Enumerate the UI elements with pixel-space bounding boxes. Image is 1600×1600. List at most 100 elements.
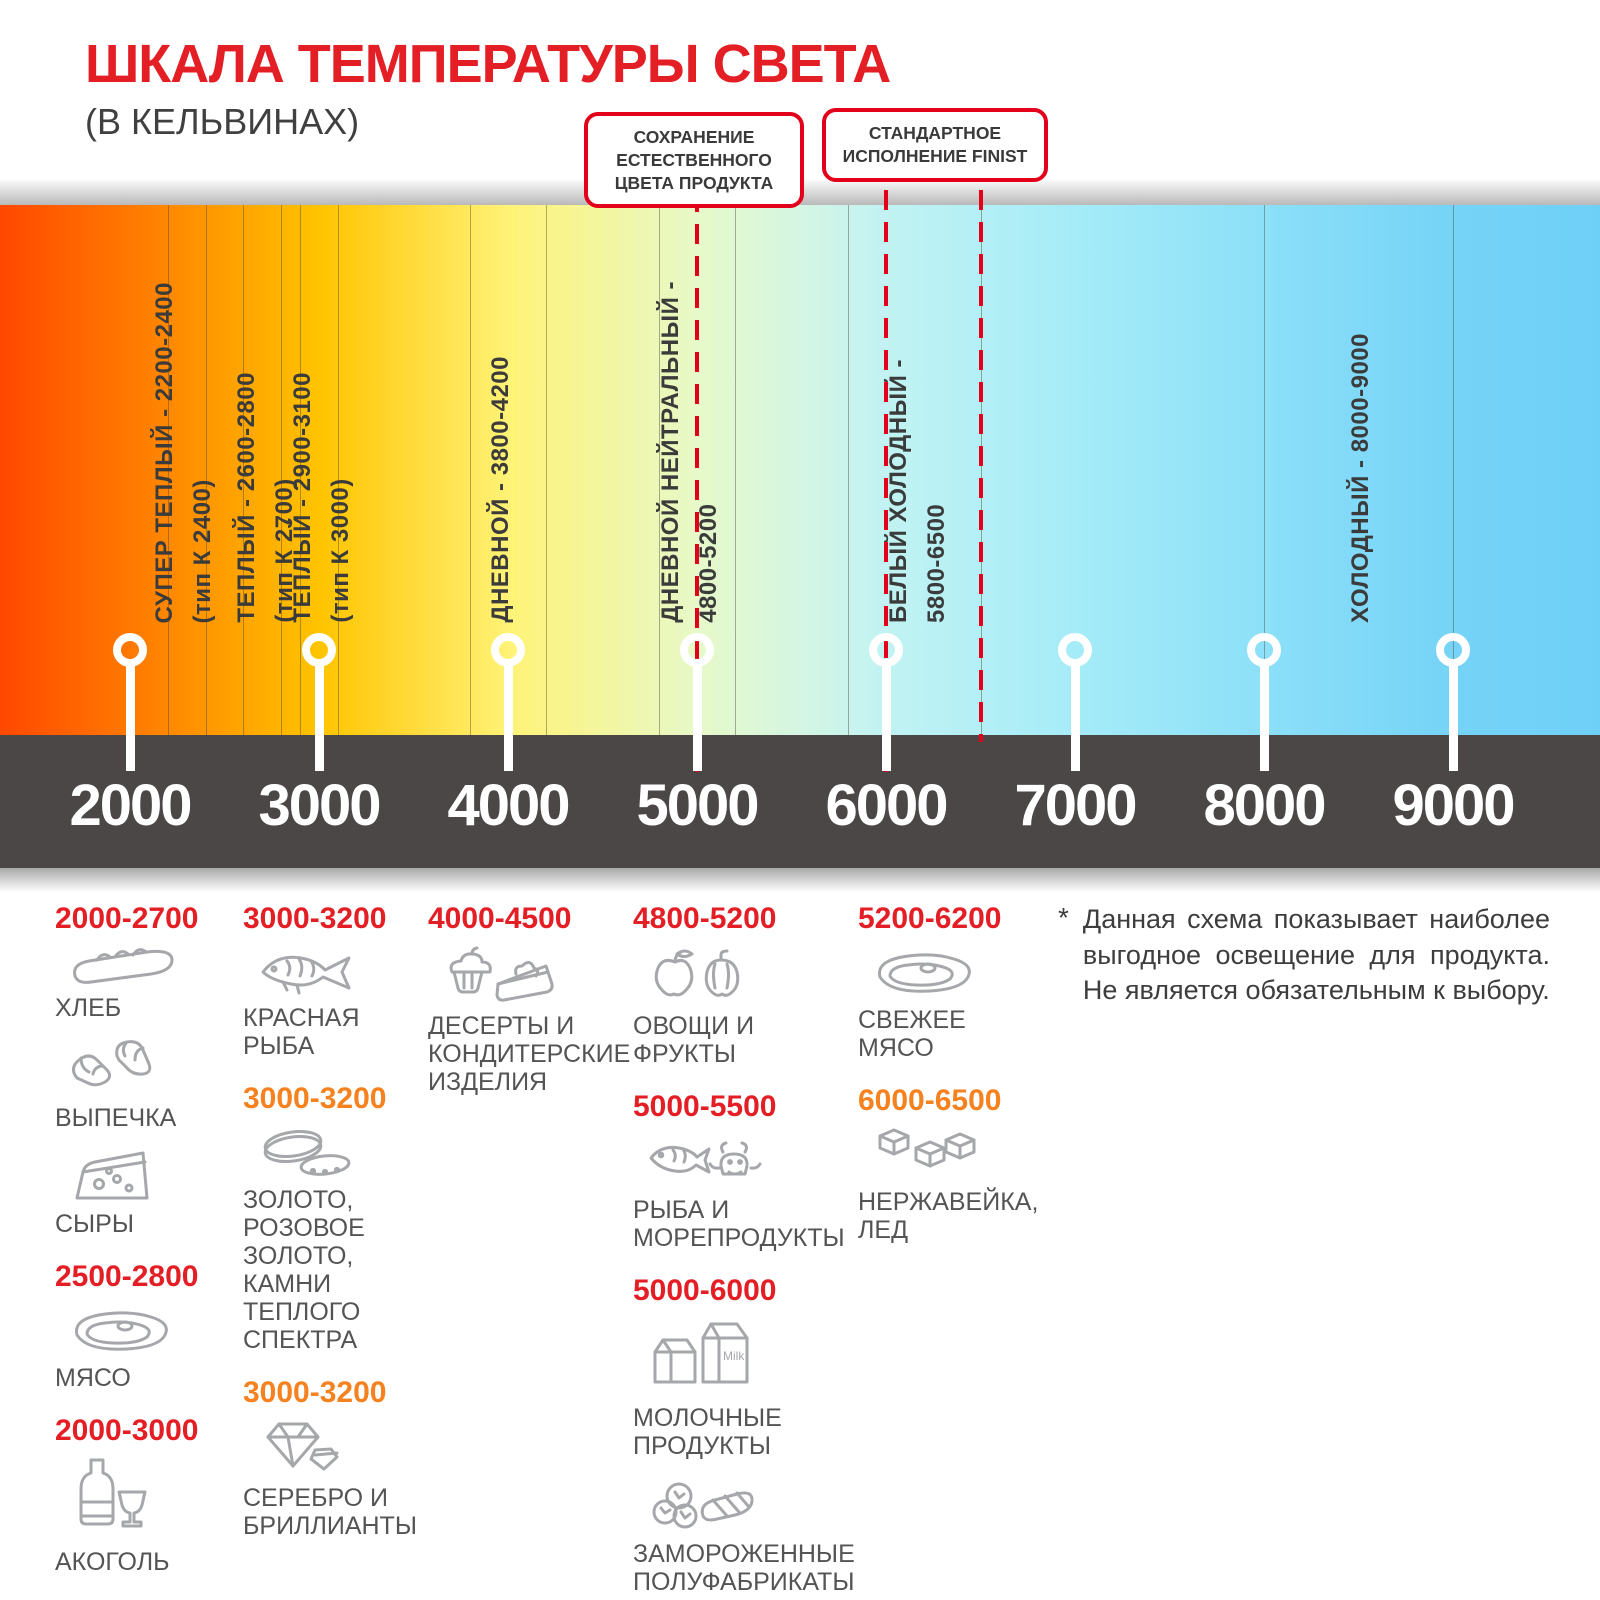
svg-text:Milk: Milk <box>723 1349 745 1363</box>
callout-standard-finist-text: СТАНДАРТНОЕ ИСПОЛНЕНИЕ FINIST <box>842 123 1028 166</box>
footnote: * Данная схема показывает наиболее выгод… <box>1058 902 1550 1009</box>
legend-group: 2000-3000 АКОГОЛЬ <box>55 1414 235 1576</box>
legend-item: ДЕСЕРТЫ И КОНДИТЕРСКИЕ ИЗДЕЛИЯ <box>428 944 638 1096</box>
axis-tick-label: 8000 <box>1203 773 1326 838</box>
footnote-asterisk: * <box>1058 902 1069 933</box>
frozen-icon <box>633 1474 923 1534</box>
legend-column-3: 4000-4500 ДЕСЕРТЫ И КОНДИТЕРСКИЕ ИЗДЕЛИЯ <box>428 902 638 1118</box>
axis-tick-label: 3000 <box>258 773 381 838</box>
callout-natural-color: СОХРАНЕНИЕ ЕСТЕСТВЕННОГО ЦВЕТА ПРОДУКТА <box>584 112 804 209</box>
legend-item: ЗАМОРОЖЕННЫЕ ПОЛУФАБРИКАТЫ <box>633 1474 923 1596</box>
legend-group: 4000-4500 ДЕСЕРТЫ И КОНДИТЕРСКИЕ ИЗДЕЛИЯ <box>428 902 638 1096</box>
zone-boundary-line <box>1453 205 1454 735</box>
marker-stem <box>315 663 324 771</box>
zone-label: ДНЕВНОЙ НЕЙТРАЛЬНЫЙ -4800-5200 <box>652 281 728 623</box>
bottom-shadow-strip <box>0 868 1600 892</box>
zone-boundary-line <box>281 205 283 735</box>
zone-label: ХОЛОДНЫЙ - 8000-9000 <box>1342 333 1380 623</box>
croissant-icon <box>55 1036 235 1098</box>
legend-item-label: ОВОЩИ И ФРУКТЫ <box>633 1012 755 1068</box>
legend-group: 3000-3200 КРАСНАЯ РЫБА <box>243 902 453 1060</box>
legend-range: 3000-3200 <box>243 902 387 935</box>
legend-group: 2500-2800 МЯСО <box>55 1260 235 1392</box>
desserts-icon <box>428 944 638 1006</box>
legend-item: КРАСНАЯ РЫБА <box>243 944 453 1060</box>
zone-boundary-line <box>1264 205 1265 735</box>
zone-label-line: ТЕПЛЫЙ - 2900-3100 <box>289 372 316 623</box>
marker-stem <box>1260 663 1269 771</box>
zone-boundary-line <box>205 205 207 735</box>
marker-stem <box>882 663 891 771</box>
zone-label: ДНЕВНОЙ - 3800-4200 <box>482 356 520 623</box>
legend-item-label: РЫБА И МОРЕПРОДУКТЫ <box>633 1196 845 1252</box>
legend-item: ОВОЩИ И ФРУКТЫ <box>633 944 923 1068</box>
legend-column-4: 4800-5200 ОВОЩИ И ФРУКТЫ 5000-5500 РЫБА И М… <box>633 902 923 1600</box>
legend-group: 5200-6200 СВЕЖЕЕ МЯСО <box>858 902 1068 1062</box>
axis-tick-label: 6000 <box>825 773 948 838</box>
zone-boundary-line <box>167 205 169 735</box>
fruits-vegetables-icon <box>633 944 923 1006</box>
marker-ring <box>869 633 903 667</box>
gold-rings-icon <box>243 1124 453 1180</box>
zone-label-line: 5800-6500 <box>923 503 950 623</box>
zone-boundary-line <box>470 205 472 735</box>
red-dashed-pointer-line <box>695 192 699 772</box>
zone-boundary-line <box>659 205 661 735</box>
legend-item-label: ЗАМОРОЖЕННЫЕ ПОЛУФАБРИКАТЫ <box>633 1540 855 1596</box>
legend-item: СВЕЖЕЕ МЯСО <box>858 944 1068 1062</box>
red-dashed-pointer-line <box>884 190 888 772</box>
legend-item: НЕРЖАВЕЙКА, ЛЕД <box>858 1126 1068 1244</box>
temperature-gradient-band: СУПЕР ТЕПЛЫЙ - 2200-2400 (тип К 2400) ТЕПЛ… <box>0 205 1600 735</box>
diamonds-icon <box>243 1418 453 1478</box>
legend-item-label: ДЕСЕРТЫ И КОНДИТЕРСКИЕ ИЗДЕЛИЯ <box>428 1012 631 1096</box>
marker-stem <box>126 663 135 771</box>
legend-group: 2000-2700 ХЛЕБ ВЫПЕЧКА СЫРЫ <box>55 902 235 1238</box>
legend-item: ХЛЕБ <box>55 944 235 1022</box>
zone-boundary-line <box>848 205 850 735</box>
legend-range: 5200-6200 <box>858 902 1002 935</box>
legend-range: 3000-3200 <box>243 1082 387 1115</box>
alcohol-icon <box>55 1456 235 1542</box>
axis-tick-label: 9000 <box>1392 773 1515 838</box>
zone-label-line: СУПЕР ТЕПЛЫЙ - 2200-2400 <box>151 281 178 623</box>
marker-stem <box>693 663 702 771</box>
legend-range: 6000-6500 <box>858 1084 1002 1117</box>
axis-tick-label: 5000 <box>636 773 759 838</box>
legend-group: 4800-5200 ОВОЩИ И ФРУКТЫ <box>633 902 923 1068</box>
legend-item-label: МЯСО <box>55 1364 131 1392</box>
zone-label-line: ТЕПЛЫЙ - 2600-2800 <box>233 372 260 623</box>
marker-ring <box>1247 633 1281 667</box>
legend-item: СЕРЕБРО И БРИЛЛИАНТЫ <box>243 1418 453 1540</box>
zone-label-line: (тип К 3000) <box>327 478 354 623</box>
marker-ring <box>1436 633 1470 667</box>
legend-group: 3000-3200 ЗОЛОТО, РОЗОВОЕ ЗОЛОТО, КАМНИ Т… <box>243 1082 453 1354</box>
legend-range: 2000-3000 <box>55 1414 199 1447</box>
legend-item-label: ВЫПЕЧКА <box>55 1104 177 1132</box>
callout-natural-color-text: СОХРАНЕНИЕ ЕСТЕСТВЕННОГО ЦВЕТА ПРОДУКТА <box>614 127 774 193</box>
meat-icon <box>858 944 1068 1000</box>
legend-item: МЯСО <box>55 1302 235 1392</box>
page-title: ШКАЛА ТЕМПЕРАТУРЫ СВЕТА <box>85 34 891 94</box>
legend-item: РЫБА И МОРЕПРОДУКТЫ <box>633 1132 923 1252</box>
legend-range: 4000-4500 <box>428 902 572 935</box>
legend-item: ЗОЛОТО, РОЗОВОЕ ЗОЛОТО, КАМНИ ТЕПЛОГО СП… <box>243 1124 453 1354</box>
footnote-text: Данная схема показывает наиболее выгодно… <box>1082 904 1550 1006</box>
legend-item-label: МОЛОЧНЫЕ ПРОДУКТЫ <box>633 1404 782 1460</box>
page-subtitle: (В КЕЛЬВИНАХ) <box>85 100 360 142</box>
legend-column-2: 3000-3200 КРАСНАЯ РЫБА 3000-3200 ЗОЛОТО, РО… <box>243 902 453 1562</box>
zone-boundary-line <box>337 205 339 735</box>
zone-label: БЕЛЫЙ ХОЛОДНЫЙ -5800-6500 <box>880 359 956 623</box>
zone-boundary-line <box>545 205 547 735</box>
ice-icon <box>858 1126 1068 1182</box>
legend-item-label: СВЕЖЕЕ МЯСО <box>858 1006 966 1062</box>
marker-stem <box>1449 663 1458 771</box>
legend-group: 5000-6000 Milk МОЛОЧНЫЕ ПРОДУКТЫ ЗАМОРОЖЕНН… <box>633 1274 923 1596</box>
zone-boundary-line <box>243 205 245 735</box>
axis-tick-label: 2000 <box>69 773 192 838</box>
zone-label-line: ДНЕВНОЙ НЕЙТРАЛЬНЫЙ - <box>657 281 684 623</box>
bread-icon <box>55 944 235 988</box>
legend-group: 6000-6500 НЕРЖАВЕЙКА, ЛЕД <box>858 1084 1068 1244</box>
axis-tick-label: 7000 <box>1014 773 1137 838</box>
legend-range: 3000-3200 <box>243 1376 387 1409</box>
axis-tick-label: 4000 <box>447 773 570 838</box>
